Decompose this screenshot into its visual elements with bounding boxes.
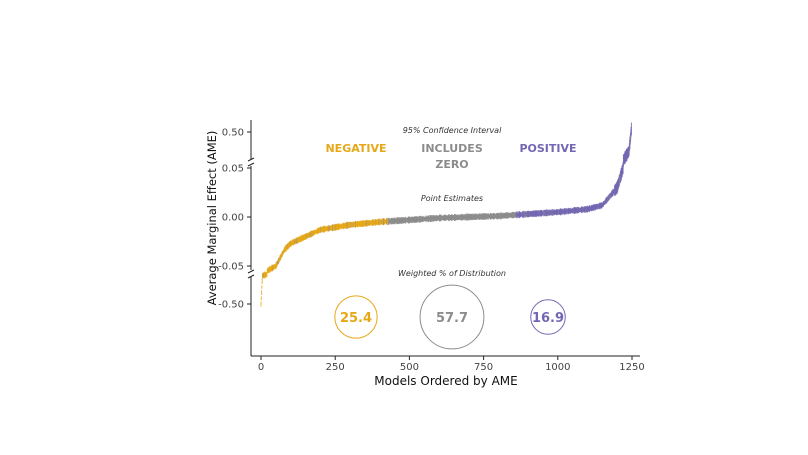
x-tick-label: 750 (474, 362, 493, 373)
positive-label: POSITIVE (519, 142, 576, 155)
distribution-value: 25.4 (340, 311, 372, 326)
y-tick-label: -0.05 (218, 262, 244, 273)
negative-label: NEGATIVE (325, 142, 386, 155)
ci-title: 95% Confidence Interval (403, 126, 502, 135)
distribution-circles: 25.4 57.7 16.9 (334, 284, 566, 350)
x-ticks: 0 250 500 750 1000 1250 (258, 356, 645, 373)
error-bars (260, 122, 632, 307)
distribution-circle (530, 299, 566, 335)
distribution-value: 57.7 (436, 311, 468, 326)
x-tick-label: 500 (400, 362, 419, 373)
y-tick-label: 0.50 (222, 128, 244, 139)
distribution-circle (334, 295, 378, 339)
distribution-circle (419, 284, 485, 350)
x-tick-label: 1250 (619, 362, 644, 373)
includes-zero-label-2: ZERO (435, 158, 468, 171)
axis-break-top (247, 157, 255, 167)
y-axis-label: Average Marginal Effect (AME) (205, 131, 219, 306)
y-ticks: 0.50 0.05 0.00 -0.05 -0.50 (218, 128, 251, 311)
distribution-value: 16.9 (532, 311, 564, 326)
y-tick-label: -0.50 (218, 300, 244, 311)
x-tick-label: 1000 (545, 362, 570, 373)
axis-break-bottom (247, 269, 255, 279)
y-tick-label: 0.05 (222, 164, 244, 175)
includes-zero-label-1: INCLUDES (421, 142, 483, 155)
point-estimates-title: Point Estimates (421, 194, 483, 203)
x-tick-label: 250 (326, 362, 345, 373)
x-tick-label: 0 (258, 362, 264, 373)
x-axis-label: Models Ordered by AME (374, 374, 517, 388)
y-tick-label: 0.00 (222, 213, 244, 224)
weighted-title: Weighted % of Distribution (398, 269, 506, 278)
